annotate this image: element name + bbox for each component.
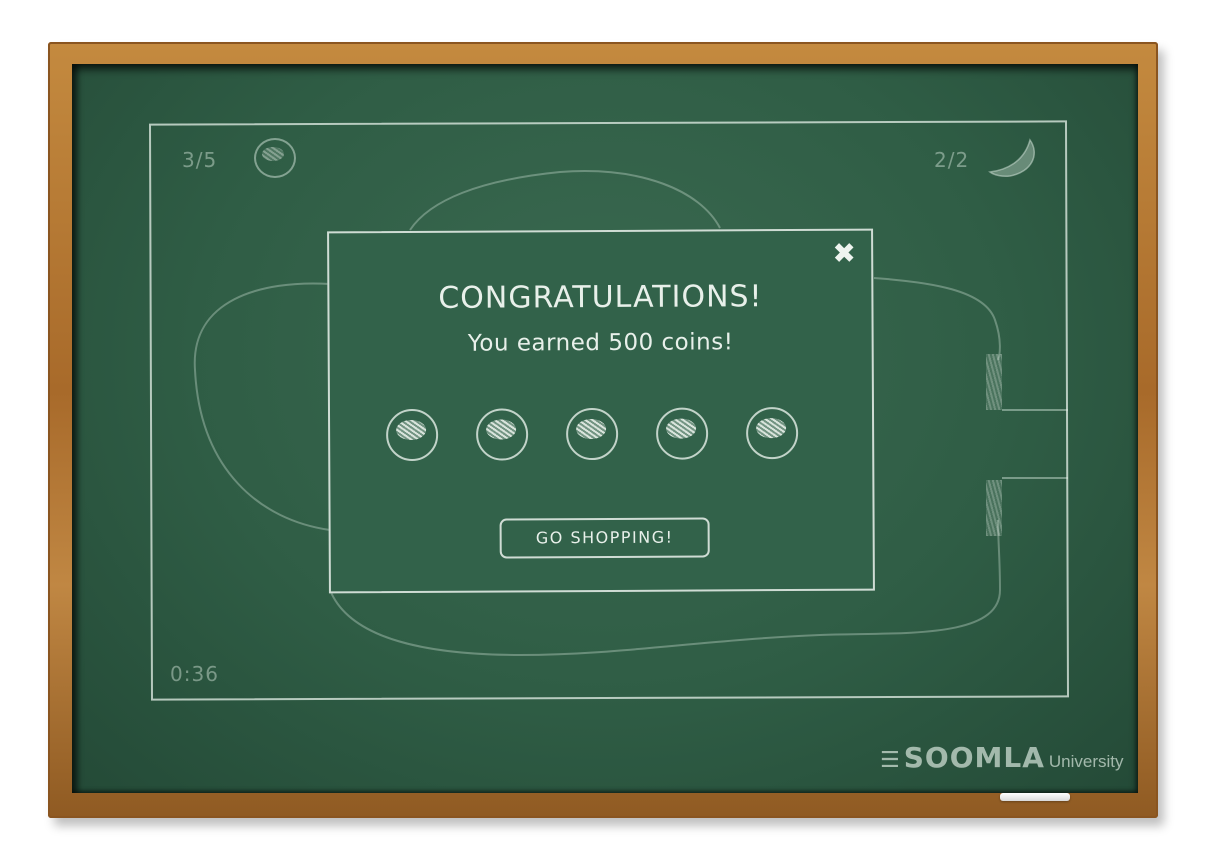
go-shopping-button[interactable]: GO SHOPPING! <box>499 517 710 559</box>
coin-hatch <box>756 418 787 439</box>
coin-counter: 3/5 <box>182 148 218 172</box>
close-icon[interactable]: ✖ <box>832 236 856 270</box>
congratulations-dialog: ✖ CONGRATULATIONS! You earned 500 coins!… <box>327 228 875 594</box>
logo-subtext: University <box>1048 752 1124 771</box>
chalk-stick <box>1000 793 1070 801</box>
banana-icon <box>988 138 1035 177</box>
dialog-title: CONGRATULATIONS! <box>438 279 763 316</box>
soomla-university-logo: ☰ SOOMLA University <box>880 736 1124 772</box>
coin-icon <box>565 407 619 461</box>
banana-counter: 2/2 <box>934 148 970 172</box>
coin-icon <box>745 406 799 460</box>
coin-icon <box>385 408 439 462</box>
coin-hatch <box>396 419 427 441</box>
timer: 0:36 <box>170 662 219 686</box>
coin-hatch <box>576 418 607 440</box>
soomla-robot-icon: ☰ <box>880 748 900 773</box>
coin-icon <box>475 408 529 461</box>
coin-hatch <box>666 418 697 439</box>
coin-hatch <box>486 419 517 440</box>
logo-text: SOOMLA <box>903 741 1045 774</box>
gate-top <box>986 354 1002 410</box>
earned-coins-row <box>385 406 816 465</box>
coin-counter-icon <box>254 138 296 178</box>
gate-bottom <box>986 480 1002 536</box>
dialog-message: You earned 500 coins! <box>467 329 734 357</box>
coin-hatch <box>262 147 284 161</box>
coin-icon <box>655 407 709 460</box>
